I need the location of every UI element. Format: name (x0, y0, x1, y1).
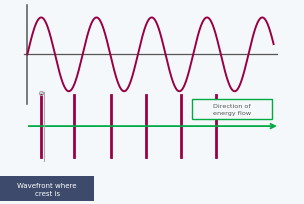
Text: Direction of
energy flow: Direction of energy flow (213, 104, 251, 115)
FancyBboxPatch shape (0, 176, 94, 201)
FancyBboxPatch shape (192, 100, 272, 119)
Text: Wavefront where
crest is: Wavefront where crest is (17, 182, 77, 196)
